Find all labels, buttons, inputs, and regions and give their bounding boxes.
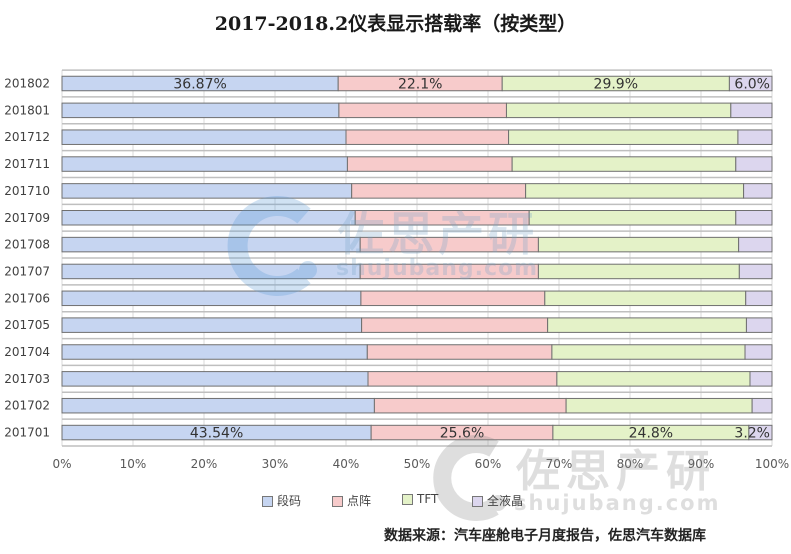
bar-segment [751, 397, 773, 414]
x-tick-label: 70% [546, 457, 573, 471]
data-label: 22.1% [398, 77, 442, 93]
source-note: 数据来源：汽车座舱电子月度报告，佐思汽车数据库 [384, 528, 706, 544]
bar-segment [748, 424, 773, 441]
legend-item: TFT [402, 492, 438, 506]
bar-segment [511, 156, 737, 172]
y-tick-label: 201712 [4, 130, 50, 144]
bar-segment [749, 371, 773, 387]
watermark-url: shujubang.com [336, 256, 539, 281]
data-label: 3.2% [734, 426, 770, 442]
x-tick-label: 90% [688, 457, 715, 471]
watermark-logo-icon [227, 196, 317, 296]
bar-segment [61, 129, 347, 145]
legend-item: 段码 [262, 492, 301, 509]
bar-segment [551, 344, 746, 360]
y-tick-label: 201707 [4, 264, 50, 278]
legend-label: 全液晶 [487, 494, 524, 508]
bar-segment [735, 156, 773, 172]
bar-segment [738, 236, 773, 253]
y-tick-label: 201706 [4, 291, 50, 305]
bar-segment [61, 371, 369, 387]
x-tick-label: 50% [404, 457, 431, 471]
bar-segment [728, 75, 773, 92]
bar-segment [366, 344, 553, 360]
bar-segment [743, 183, 773, 199]
legend-label: 段码 [277, 494, 302, 508]
y-tick-label: 201710 [4, 184, 50, 198]
bar-segment [737, 129, 773, 145]
watermark-url: shujubang.com [514, 491, 721, 515]
data-label: 6.0% [734, 77, 770, 93]
bar-segment [61, 397, 375, 414]
bar-segment [361, 317, 549, 333]
bar-segment [730, 102, 773, 119]
bar-segment [508, 129, 739, 145]
data-label: 43.54% [190, 426, 243, 442]
legend-item: 全液晶 [472, 492, 523, 509]
x-tick-label: 30% [262, 457, 289, 471]
watermark-name: 佐思产研 [338, 207, 538, 261]
x-tick-label: 10% [120, 457, 147, 471]
bar-segment [61, 317, 363, 333]
bar-segment [346, 156, 513, 172]
bar-segment [547, 317, 747, 333]
bar-segment [61, 344, 368, 360]
chart-title: 2017-2018.2仪表显示搭载率（按类型） [214, 13, 577, 35]
data-label: 29.9% [594, 77, 638, 93]
x-tick-label: 60% [475, 457, 502, 471]
x-tick-label: 80% [617, 457, 644, 471]
bar-segment [745, 290, 773, 307]
watermark-center: 佐思产研 shujubang.com [226, 196, 576, 296]
legend-swatch [262, 496, 273, 507]
bar-segment [735, 210, 773, 226]
legend-item: 点阵 [332, 492, 371, 509]
bar-segment [556, 371, 751, 387]
watermark-name: 佐思产研 [516, 446, 716, 497]
x-tick-label: 20% [191, 457, 218, 471]
y-tick-label: 201705 [4, 318, 50, 332]
bar-segment [738, 263, 773, 280]
bar-segment [505, 102, 732, 119]
y-tick-label: 201711 [4, 157, 50, 171]
y-tick-label: 201709 [4, 211, 50, 225]
legend-label: 点阵 [347, 494, 372, 508]
y-tick-label: 201802 [4, 77, 50, 91]
bar-segment [744, 344, 773, 360]
watermark-bottom-right: 佐思产研 shujubang.com [430, 431, 791, 529]
bar-segment [345, 129, 510, 145]
x-tick-label: 0% [52, 457, 71, 471]
y-tick-label: 201703 [4, 372, 50, 386]
data-label: 24.8% [629, 426, 673, 442]
y-tick-label: 201708 [4, 238, 50, 252]
data-label: 25.6% [440, 426, 484, 442]
y-tick-label: 201701 [4, 426, 50, 440]
bar-segment [61, 156, 348, 172]
bar-segment [745, 317, 773, 333]
bar-segment [338, 102, 507, 119]
y-tick-label: 201702 [4, 399, 50, 413]
x-tick-label: 100% [755, 457, 789, 471]
legend-swatch [472, 496, 483, 507]
bar-segment [373, 397, 567, 414]
legend-swatch [402, 494, 413, 505]
y-tick-label: 201801 [4, 103, 50, 117]
legend-label: TFT [417, 492, 439, 506]
bar-segment [565, 397, 753, 414]
watermark-logo-icon [433, 435, 506, 521]
data-label: 36.87% [173, 77, 226, 93]
x-tick-label: 40% [333, 457, 360, 471]
bar-segment [61, 102, 340, 119]
bar-segment [367, 371, 558, 387]
y-tick-label: 201704 [4, 345, 50, 359]
legend-swatch [332, 496, 343, 507]
